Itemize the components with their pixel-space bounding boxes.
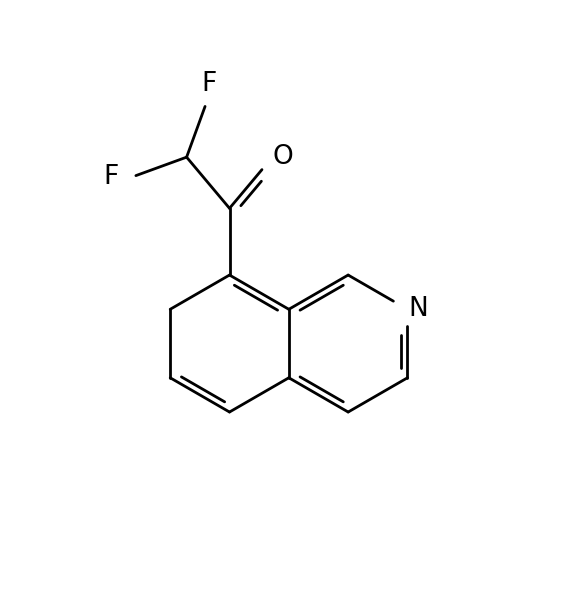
Text: F: F bbox=[104, 164, 119, 190]
Text: N: N bbox=[408, 296, 428, 322]
Text: O: O bbox=[272, 144, 293, 170]
Text: F: F bbox=[202, 71, 217, 97]
